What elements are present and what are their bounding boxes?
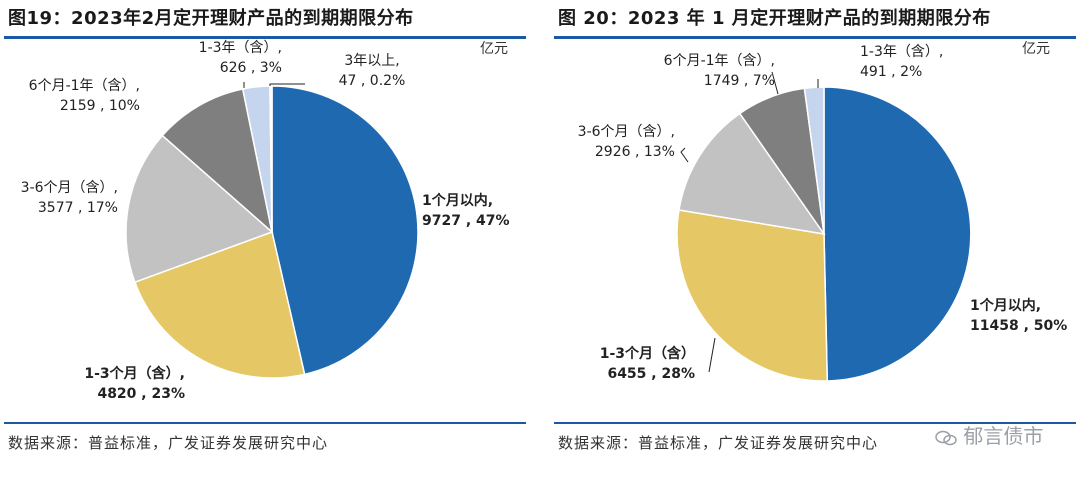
slice-data-label: 1-3年（含）, 626 , 3% xyxy=(199,40,282,76)
pie-slice xyxy=(823,86,972,382)
slice-value: 2159 , 10% xyxy=(60,98,140,114)
bottom-rule xyxy=(554,422,1076,424)
pie-slice xyxy=(271,85,419,376)
title-rule xyxy=(554,36,1076,39)
slice-category: 1个月以内, xyxy=(970,297,1041,314)
slice-data-label: 3-6个月（含）, 2926 , 13% xyxy=(578,124,675,160)
slice-category: 1-3年（含）, xyxy=(199,40,282,56)
slice-data-label: 1个月以内, 9727 , 47% xyxy=(422,192,510,229)
pie-slice xyxy=(133,231,306,379)
slice-value: 11458 , 50% xyxy=(970,318,1067,334)
slice-value: 1749 , 7% xyxy=(704,73,775,89)
slice-data-label: 3年以上, 47 , 0.2% xyxy=(339,53,406,89)
slice-value: 3577 , 17% xyxy=(38,200,118,216)
chart-panel-feb: 图19：2023年2月定开理财产品的到期期限分布 亿元 1个月以内, 9727 ,… xyxy=(0,0,530,484)
leader-line xyxy=(771,71,779,95)
slice-data-label: 6个月-1年（含）, 1749 , 7% xyxy=(664,53,775,89)
slice-data-label: 1-3个月（含） 6455 , 28% xyxy=(600,345,695,382)
slice-category: 1-3个月（含） xyxy=(600,345,695,362)
pie-slice xyxy=(678,112,826,236)
slice-value: 9727 , 47% xyxy=(422,213,510,229)
source-note: 数据来源：普益标准，广发证券发展研究中心 xyxy=(8,434,329,452)
slice-data-label: 6个月-1年（含）, 2159 , 10% xyxy=(29,78,140,114)
leader-line xyxy=(708,337,716,373)
unit-label: 亿元 xyxy=(480,41,508,57)
wechat-icon xyxy=(935,430,957,445)
slice-category: 1-3个月（含）, xyxy=(84,365,185,382)
slice-data-label: 3-6个月（含）, 3577 , 17% xyxy=(21,180,118,216)
slice-data-label: 1个月以内, 11458 , 50% xyxy=(970,297,1067,334)
slice-data-label: 1-3个月（含）, 4820 , 23% xyxy=(84,365,185,402)
slice-value: 6455 , 28% xyxy=(607,366,695,382)
slice-value: 2926 , 13% xyxy=(595,144,675,160)
slice-category: 6个月-1年（含）, xyxy=(29,78,140,94)
slice-data-label: 1-3年（含）, 491 , 2% xyxy=(860,44,943,80)
leader-line xyxy=(680,147,689,163)
pie-slice xyxy=(161,88,274,235)
pie-slice xyxy=(676,209,829,382)
slice-value: 626 , 3% xyxy=(220,60,282,76)
title-rule xyxy=(4,36,526,39)
slice-category: 3年以上, xyxy=(344,53,399,69)
watermark-text: 郁言债市 xyxy=(963,424,1044,448)
slice-category: 3-6个月（含）, xyxy=(21,180,118,196)
chart-title: 图19：2023年2月定开理财产品的到期期限分布 xyxy=(8,8,414,29)
slice-category: 1-3年（含）, xyxy=(860,44,943,60)
chart-panel-jan: 图 20：2023 年 1 月定开理财产品的到期期限分布 亿元 1个月以内, 11… xyxy=(550,0,1080,484)
pie-slice xyxy=(269,85,273,233)
slice-value: 47 , 0.2% xyxy=(339,73,406,89)
bottom-rule xyxy=(4,422,526,424)
slice-category: 6个月-1年（含）, xyxy=(664,53,775,69)
chart-title: 图 20：2023 年 1 月定开理财产品的到期期限分布 xyxy=(558,8,991,29)
slice-value: 4820 , 23% xyxy=(97,386,185,402)
pie-chart: 1个月以内, 11458 , 50% 1-3个月（含） 6455 , 28% 3-6个月… xyxy=(578,44,1068,382)
watermark: 郁言债市 xyxy=(935,420,1043,449)
slice-value: 491 , 2% xyxy=(860,64,922,80)
pie-chart: 1个月以内, 9727 , 47% 1-3个月（含）, 4820 , 23% 3-6个月… xyxy=(21,40,510,402)
pie-slice xyxy=(125,134,274,284)
pie-slice xyxy=(803,86,825,235)
leader-line xyxy=(269,83,305,86)
source-note: 数据来源：普益标准，广发证券发展研究中心 xyxy=(558,434,879,452)
slice-category: 1个月以内, xyxy=(422,192,493,209)
slice-category: 3-6个月（含）, xyxy=(578,124,675,140)
unit-label: 亿元 xyxy=(1022,41,1050,57)
